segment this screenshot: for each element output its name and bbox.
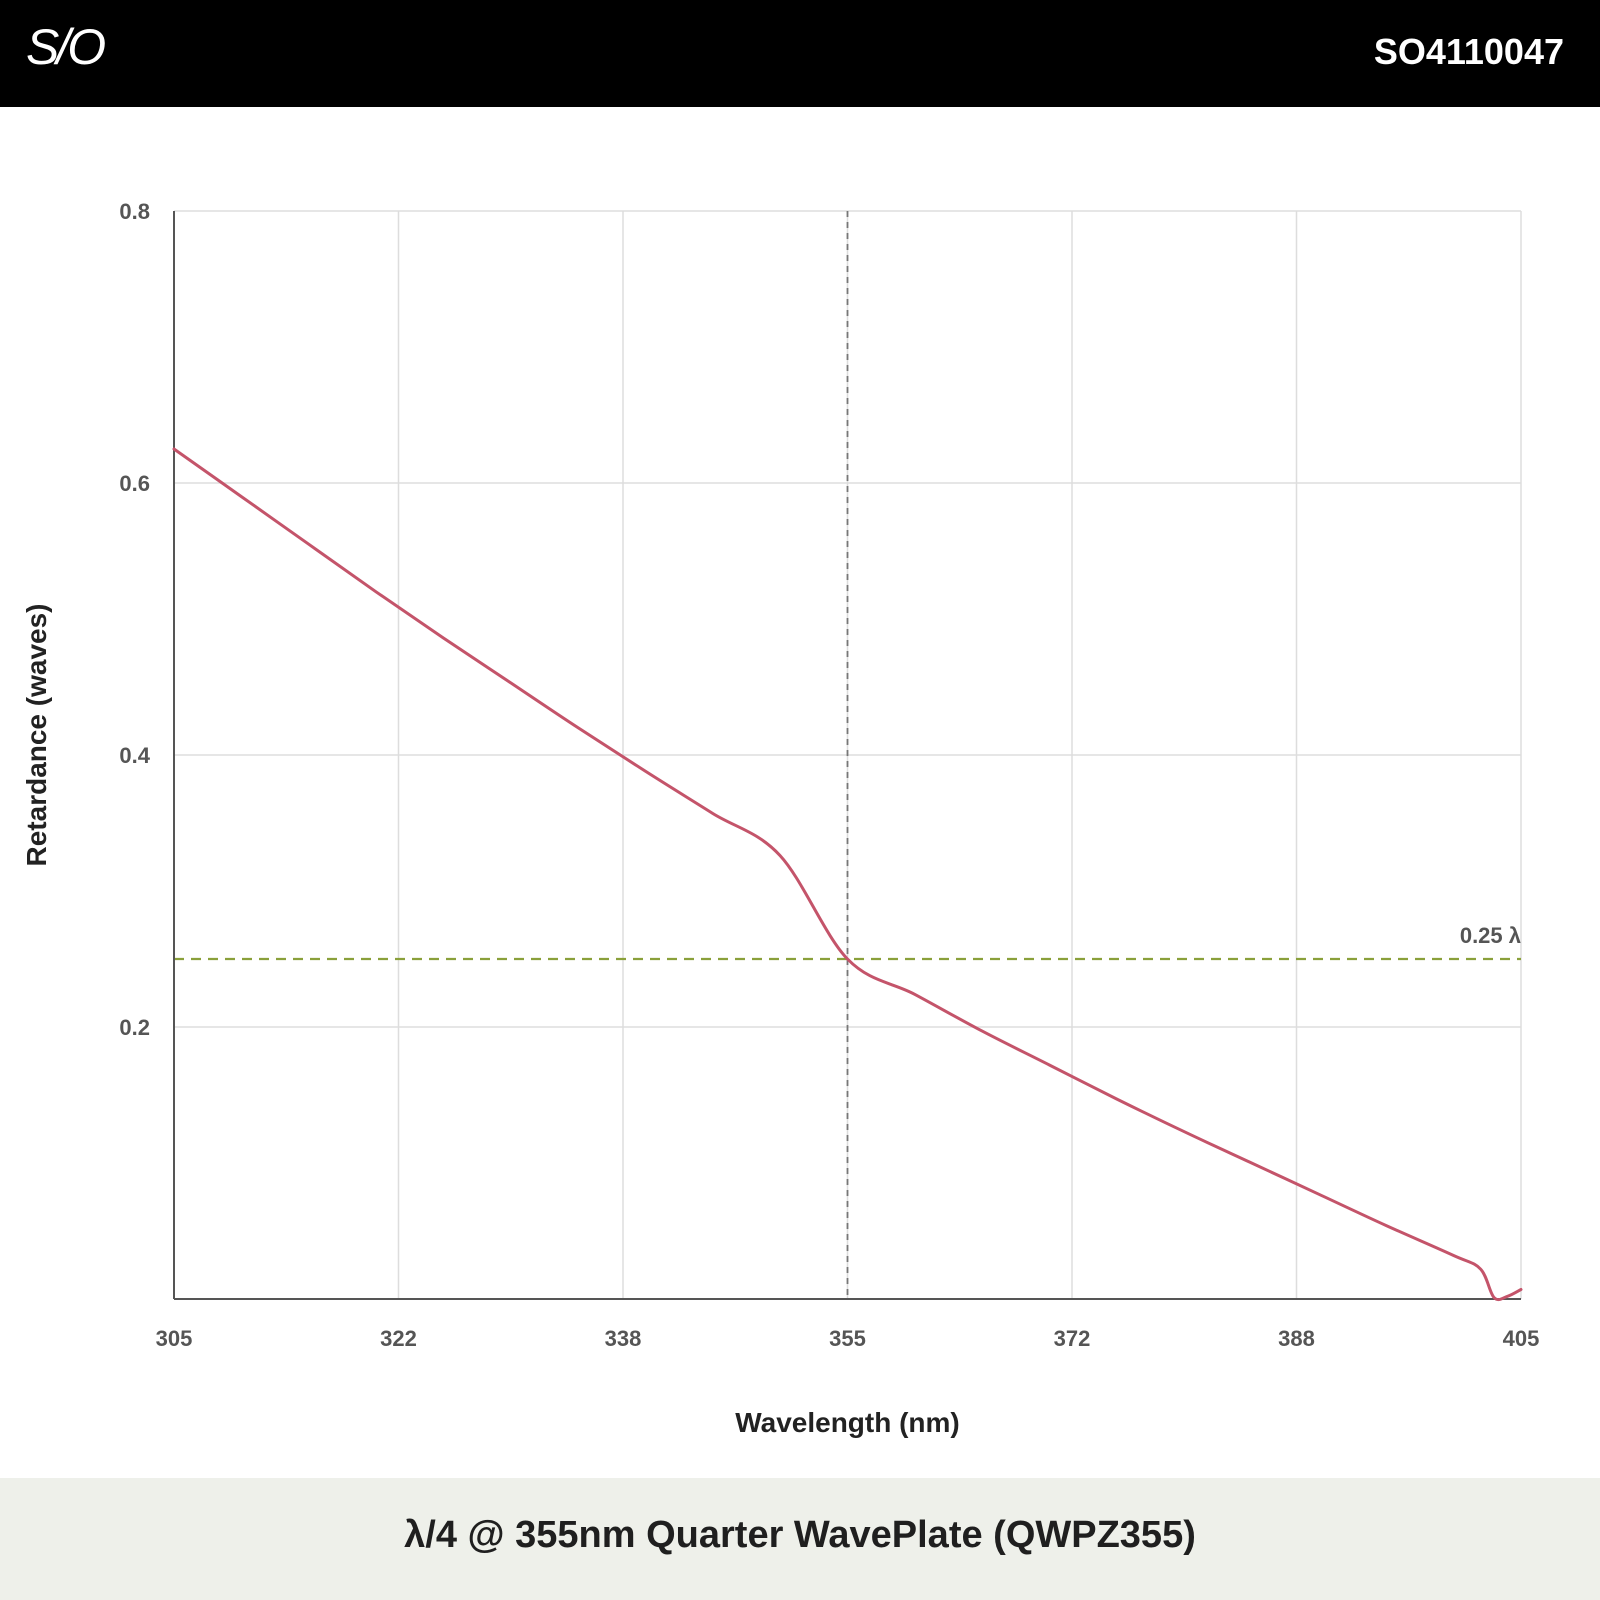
product-title: λ/4 @ 355nm Quarter WavePlate (QWPZ355) (404, 1514, 1196, 1556)
y-tick-label: 0.8 (119, 199, 150, 224)
x-tick-label: 355 (829, 1326, 866, 1351)
x-tick-label: 388 (1278, 1326, 1315, 1351)
retardance-curve (172, 447, 1523, 1302)
quarter-wave-reference: 0.25 λ (174, 923, 1521, 961)
y-tick-label: 0.4 (119, 743, 150, 768)
y-axis-title: Retardance (waves) (21, 603, 52, 866)
x-tick-label: 322 (380, 1326, 417, 1351)
header-bar: S/O SO4110047 (0, 0, 1600, 107)
part-number: SO4110047 (1373, 31, 1564, 72)
x-tick-label: 405 (1503, 1326, 1540, 1351)
y-tick-label: 0.2 (119, 1015, 150, 1040)
company-logo: S/O (26, 19, 106, 75)
reference-line-label: 0.25 λ (1460, 923, 1521, 948)
retardance-chart: 0.25 λ 305 322 338 355 372 388 405 0.8 0.6 0.4 0.2… (21, 199, 1539, 1438)
x-tick-label: 305 (156, 1326, 193, 1351)
data-series (172, 447, 1523, 1302)
x-tick-label: 372 (1054, 1326, 1091, 1351)
axes (173, 211, 1521, 1300)
x-tick-label: 338 (605, 1326, 642, 1351)
footer-bar: λ/4 @ 355nm Quarter WavePlate (QWPZ355) (0, 1478, 1600, 1600)
x-axis-title: Wavelength (nm) (735, 1407, 960, 1438)
tick-labels: 305 322 338 355 372 388 405 0.8 0.6 0.4 0.2 (119, 199, 1539, 1351)
y-tick-label: 0.6 (119, 471, 150, 496)
